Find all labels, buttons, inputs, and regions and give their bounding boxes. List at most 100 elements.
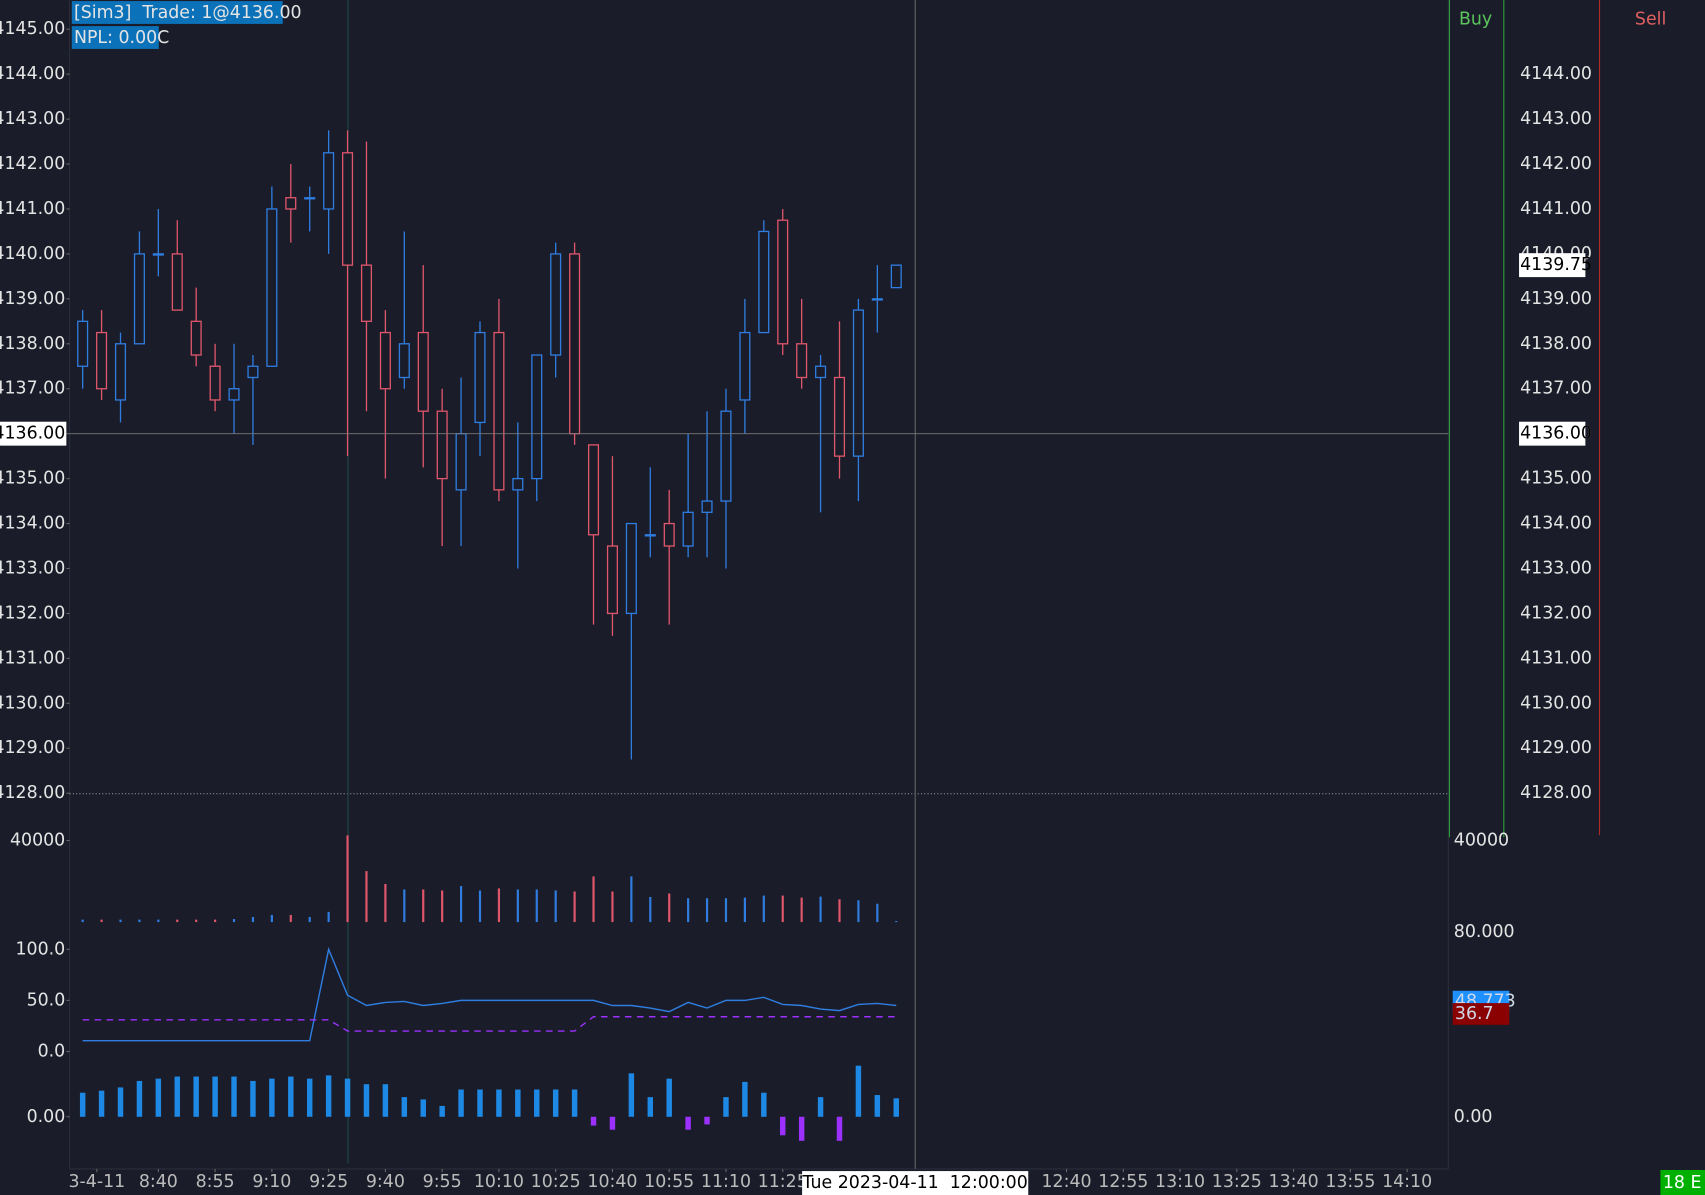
oscillator-bar <box>836 1116 843 1141</box>
candle-body <box>474 331 486 424</box>
candle-body <box>777 219 789 345</box>
indicator-line <box>82 946 897 1042</box>
oscillator-bar <box>666 1078 672 1117</box>
candle-body <box>550 253 562 356</box>
volume-bar <box>611 891 614 923</box>
crosshair-price-box <box>1519 421 1586 446</box>
oscillator-bar <box>401 1097 408 1117</box>
candle-body <box>190 320 202 356</box>
y2-tick-label: 80.000 <box>1454 922 1515 942</box>
y-tick-label: 4131.00 <box>0 648 65 668</box>
right-tick-label: 4141.00 <box>1520 199 1592 219</box>
volume-bar <box>668 893 671 923</box>
candle-body <box>796 343 808 379</box>
candle-body <box>247 365 259 379</box>
sell-label[interactable]: Sell <box>1635 10 1666 30</box>
y-tick-label: 4138.00 <box>0 334 65 354</box>
candle-body <box>171 253 183 311</box>
volume-bar <box>516 889 519 923</box>
candle-body <box>531 354 543 480</box>
x-tick-label: 11:10 <box>701 1172 751 1192</box>
right-tick-label: 4135.00 <box>1520 469 1592 489</box>
right-tick-label: 4128.00 <box>1520 783 1592 803</box>
candle-body <box>663 522 675 547</box>
status-label: 18 E <box>1663 1173 1702 1193</box>
y-tick-label: 4133.00 <box>0 558 65 578</box>
volume-bar <box>554 890 557 923</box>
x-tick-label: 9:55 <box>423 1172 462 1192</box>
x-tick-label: 13:10 <box>1155 1172 1205 1192</box>
trade-info: [Sim3] Trade: 1@4136.00 <box>74 3 302 23</box>
candle-body <box>77 320 89 367</box>
npl-info: NPL: 0.00C <box>74 28 169 48</box>
candle-body <box>436 410 448 480</box>
volume-bar <box>743 897 746 923</box>
candle-body <box>644 534 656 537</box>
candle-body <box>871 298 883 301</box>
volume-bar <box>819 896 822 923</box>
crosshair-price-label: 4136.00 <box>1520 424 1592 444</box>
volume-bar <box>573 891 576 923</box>
volume-bar <box>100 919 103 923</box>
candle-body <box>96 331 108 390</box>
x-tick-label: 12:55 <box>1098 1172 1148 1192</box>
volume-bar <box>687 898 690 923</box>
oscillator-bar <box>325 1075 332 1117</box>
oscillator-bar <box>420 1099 426 1117</box>
candle-body <box>209 365 221 401</box>
volume-bar <box>497 888 501 923</box>
oscillator-bar <box>628 1073 635 1117</box>
candle-body <box>266 208 278 367</box>
x-tick-label: 8:55 <box>196 1172 235 1192</box>
oscillator-bar <box>590 1116 597 1126</box>
y-tick-label: 50.0 <box>27 990 66 1010</box>
volume-bar <box>232 919 236 923</box>
buy-label[interactable]: Buy <box>1459 10 1492 30</box>
x-tick-label: 13:40 <box>1269 1172 1319 1192</box>
y-tick-label: 0.00 <box>27 1107 66 1127</box>
x-tick-label: 10:55 <box>644 1172 694 1192</box>
oscillator-bar <box>571 1089 578 1117</box>
oscillator-bar <box>363 1084 370 1117</box>
x-tick-label: 8:40 <box>139 1172 178 1192</box>
right-tick-label: 4143.00 <box>1520 109 1592 129</box>
oscillator-bar <box>269 1078 275 1117</box>
oscillator-bar <box>231 1076 237 1117</box>
volume-bar <box>838 899 841 923</box>
right-tick-label: 4130.00 <box>1520 693 1592 713</box>
y-tick-label: 40000 <box>10 831 65 851</box>
oscillator-bar <box>893 1098 899 1117</box>
volume-bar <box>857 900 860 923</box>
y-tick-label: 4129.00 <box>0 738 65 758</box>
y-tick-label: 4142.00 <box>0 154 65 174</box>
candle-body <box>323 152 335 210</box>
oscillator-bar <box>382 1084 389 1117</box>
last-price-box <box>1519 253 1586 278</box>
volume-bar <box>289 914 292 923</box>
y-tick-label: 4137.00 <box>0 379 65 399</box>
candle-body <box>569 253 581 435</box>
oscillator-bar <box>515 1089 521 1117</box>
oscillator-bar <box>79 1092 86 1117</box>
x-tick-label: 3-4-11 <box>68 1172 125 1192</box>
volume-bar <box>119 919 122 923</box>
volume-bar <box>800 897 803 923</box>
oscillator-bar <box>609 1116 616 1130</box>
x-tick-label: 10:25 <box>531 1172 581 1192</box>
volume-bar <box>384 883 387 923</box>
candle-body <box>815 365 827 379</box>
candle-body <box>720 410 732 502</box>
y-tick-label: 4128.00 <box>0 783 65 803</box>
volume-bar <box>876 903 879 923</box>
value-tag-box <box>1452 1003 1510 1025</box>
volume-bar <box>762 895 765 923</box>
candle-body <box>682 511 694 547</box>
x-tick-label: 11:25 <box>758 1172 808 1192</box>
candle-body <box>417 331 429 412</box>
y-tick-label: 4132.00 <box>0 603 65 623</box>
indicator-line <box>82 1016 897 1032</box>
candle-body <box>114 343 127 401</box>
oscillator-bar <box>174 1076 180 1117</box>
oscillator-bar <box>288 1076 294 1117</box>
